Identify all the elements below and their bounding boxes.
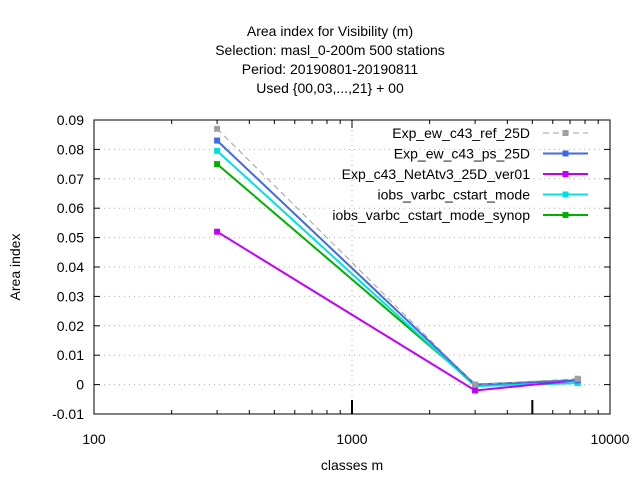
title-line-3: Period: 20190801-20190811	[242, 61, 419, 77]
chart-title: Area index for Visibility (m) Selection:…	[215, 23, 445, 96]
series-point-5	[214, 161, 221, 168]
series-point-2	[214, 137, 221, 144]
y-tick-label: 0.09	[57, 112, 84, 128]
legend-label-4: iobs_varbc_cstart_mode	[377, 187, 530, 203]
title-line-2: Selection: masl_0-200m 500 stations	[215, 42, 445, 58]
axis-ticks: -0.01 0 0.01 0.02 0.03 0.04 0.05 0.06 0.07 0.08 0.…	[52, 112, 630, 447]
x-tick-label: 1000	[336, 431, 367, 447]
y-tick-label: 0.05	[57, 230, 84, 246]
title-line-4: Used {00,03,...,21} + 00	[256, 80, 404, 96]
legend-label-1: Exp_ew_c43_ref_25D	[392, 125, 530, 141]
y-tick-label: -0.01	[52, 406, 84, 422]
y-tick-label: 0.01	[57, 347, 84, 363]
legend-label-2: Exp_ew_c43_ps_25D	[394, 146, 530, 162]
series-lines	[214, 125, 581, 394]
legend: Exp_ew_c43_ref_25D Exp_ew_c43_ps_25D Exp_c…	[332, 125, 588, 223]
y-tick-label: 0.02	[57, 318, 84, 334]
legend-label-5: iobs_varbc_cstart_mode_synop	[332, 207, 530, 223]
y-tick-label: 0.07	[57, 171, 84, 187]
legend-marker-4	[562, 191, 569, 198]
legend-marker-3	[562, 171, 569, 177]
y-tick-label: 0.06	[57, 200, 84, 216]
series-point-3	[472, 387, 479, 394]
title-line-1: Area index for Visibility (m)	[247, 23, 413, 39]
legend-marker-2	[562, 150, 569, 157]
x-tick-label: 100	[82, 431, 106, 447]
y-tick-label: 0.04	[57, 259, 84, 275]
y-tick-label: 0	[76, 377, 84, 393]
series-point-1	[472, 381, 479, 388]
y-tick-label: 0.03	[57, 288, 84, 304]
y-axis-label: Area index	[7, 234, 23, 301]
series-point-4	[214, 147, 221, 154]
legend-marker-1	[562, 130, 569, 136]
legend-marker-5	[562, 212, 569, 218]
legend-label-3: Exp_c43_NetAtv3_25D_ver01	[342, 166, 531, 182]
y-tick-label: 0.08	[57, 141, 84, 157]
series-point-3	[214, 228, 221, 235]
series-point-1	[214, 125, 221, 132]
x-axis-label: classes m	[321, 457, 383, 473]
x-tick-label: 10000	[591, 431, 630, 447]
series-point-1	[574, 375, 581, 382]
